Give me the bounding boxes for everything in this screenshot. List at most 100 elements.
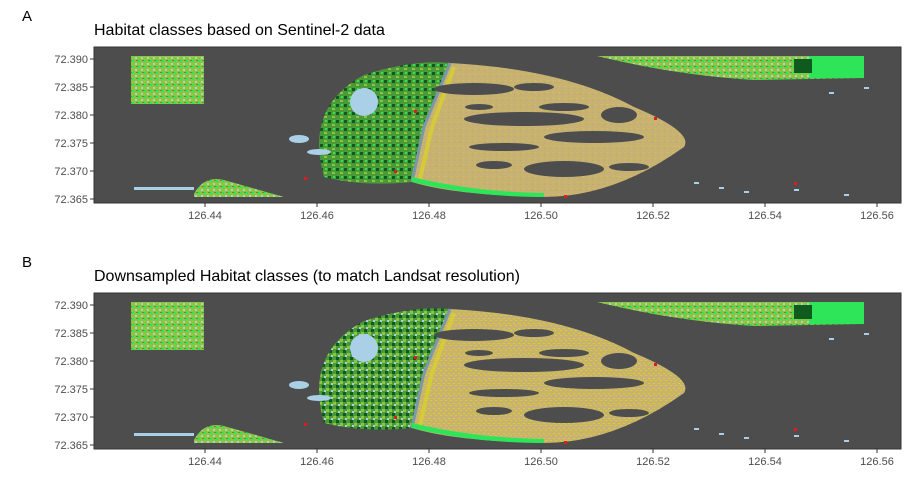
small-shoal-2 [719, 433, 724, 435]
x-tick-label: 126.46 [300, 456, 334, 468]
pond-9 [476, 161, 512, 169]
pond-1 [434, 329, 514, 341]
red-speck-6 [304, 423, 307, 426]
small-shoal-7 [829, 92, 834, 94]
pond-5 [601, 353, 637, 369]
dark-green-patch [794, 59, 812, 73]
south-shore-band [412, 423, 544, 443]
small-shoal-3 [744, 191, 749, 193]
x-tick-label: 126.54 [748, 456, 782, 468]
small-shoal-2 [719, 187, 724, 189]
small-shoal-6 [864, 87, 869, 89]
x-tick-label: 126.50 [524, 456, 558, 468]
pond-2 [514, 329, 554, 337]
map-panel-a: 72.390 72.385 72.380 72.375 72.370 72.365 126.… [54, 46, 902, 222]
small-shoal-4 [794, 435, 799, 437]
shoal-bottom-left [134, 187, 194, 190]
x-tick-label: 126.56 [860, 210, 894, 222]
pond-2 [514, 83, 554, 91]
red-speck-3 [564, 195, 567, 198]
pond-8 [524, 407, 604, 423]
pond-7 [469, 389, 539, 397]
x-tick-label: 126.50 [524, 210, 558, 222]
x-tick-label: 126.46 [300, 210, 334, 222]
x-tick-label: 126.44 [188, 210, 222, 222]
shallow-patch-1 [350, 334, 378, 362]
bright-green-patch [809, 56, 864, 78]
panel-title-b: Downsampled Habitat classes (to match La… [94, 268, 520, 285]
x-tick-label: 126.48 [412, 456, 446, 468]
pond-6 [544, 131, 644, 143]
y-tick-label: 72.375 [54, 138, 88, 150]
pond-10 [609, 163, 649, 171]
y-tick-label: 72.365 [54, 440, 88, 452]
pond-5 [601, 107, 637, 123]
shallow-patch-2 [289, 135, 309, 143]
red-speck-2 [394, 416, 397, 419]
red-speck-4 [654, 117, 657, 120]
pond-8 [524, 161, 604, 177]
y-tick-label: 72.380 [54, 110, 88, 122]
x-tick-label: 126.48 [412, 210, 446, 222]
small-shoal-3 [744, 437, 749, 439]
y-tick-label: 72.390 [54, 300, 88, 312]
shoal-bottom-left [134, 433, 194, 436]
pond-9 [476, 407, 512, 415]
south-shore-band [412, 177, 544, 197]
shallow-patch-3 [307, 149, 331, 155]
x-tick-label: 126.52 [636, 456, 670, 468]
y-tick-label: 72.390 [54, 54, 88, 66]
y-tick-label: 72.370 [54, 412, 88, 424]
red-speck-4 [654, 363, 657, 366]
panel-letter-b: B [22, 254, 33, 271]
panel-title-a: Habitat classes based on Sentinel-2 data [94, 22, 385, 39]
pond-4 [464, 358, 584, 372]
pond-4 [464, 112, 584, 126]
small-shoal-1 [694, 182, 699, 184]
x-tick-label: 126.44 [188, 456, 222, 468]
land-fragment-top-left [131, 302, 204, 350]
pond-6 [544, 377, 644, 389]
red-speck-6 [304, 177, 307, 180]
land-fragment-bottom-left [194, 178, 284, 197]
panel-letter-a: A [22, 8, 33, 25]
small-shoal-7 [829, 338, 834, 340]
small-shoal-5 [844, 194, 849, 196]
red-speck-1 [414, 356, 417, 359]
red-speck-2 [394, 170, 397, 173]
red-speck-3 [564, 441, 567, 444]
pond-3 [539, 349, 589, 357]
pond-3 [539, 103, 589, 111]
pond-7 [469, 143, 539, 151]
small-shoal-6 [864, 333, 869, 335]
red-speck-5 [794, 182, 797, 185]
y-tick-label: 72.370 [54, 166, 88, 178]
y-tick-label: 72.365 [54, 194, 88, 206]
y-tick-label: 72.380 [54, 356, 88, 368]
small-shoal-4 [794, 189, 799, 191]
y-tick-label: 72.375 [54, 384, 88, 396]
channel-edge [410, 62, 452, 183]
x-tick-label: 126.54 [748, 210, 782, 222]
red-speck-5 [794, 428, 797, 431]
small-shoal-1 [694, 428, 699, 430]
shallow-patch-1 [350, 88, 378, 116]
land-fragment-bottom-left [194, 424, 284, 443]
red-speck-1 [414, 110, 417, 113]
pond-11 [465, 350, 493, 356]
pond-1 [434, 83, 514, 95]
small-shoal-5 [844, 440, 849, 442]
x-tick-label: 126.56 [860, 456, 894, 468]
shallow-patch-2 [289, 381, 309, 389]
channel-edge [410, 308, 452, 429]
y-tick-label: 72.385 [54, 328, 88, 340]
bright-green-patch [809, 302, 864, 324]
y-tick-label: 72.385 [54, 82, 88, 94]
shallow-patch-3 [307, 395, 331, 401]
pond-10 [609, 409, 649, 417]
dark-green-patch [794, 305, 812, 319]
x-tick-label: 126.52 [636, 210, 670, 222]
pond-11 [465, 104, 493, 110]
land-fragment-top-left [131, 56, 204, 104]
